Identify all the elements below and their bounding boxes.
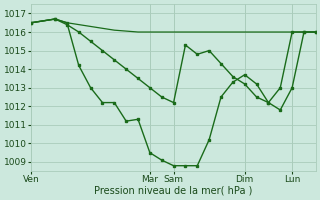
X-axis label: Pression niveau de la mer( hPa ): Pression niveau de la mer( hPa ) [94, 186, 253, 196]
